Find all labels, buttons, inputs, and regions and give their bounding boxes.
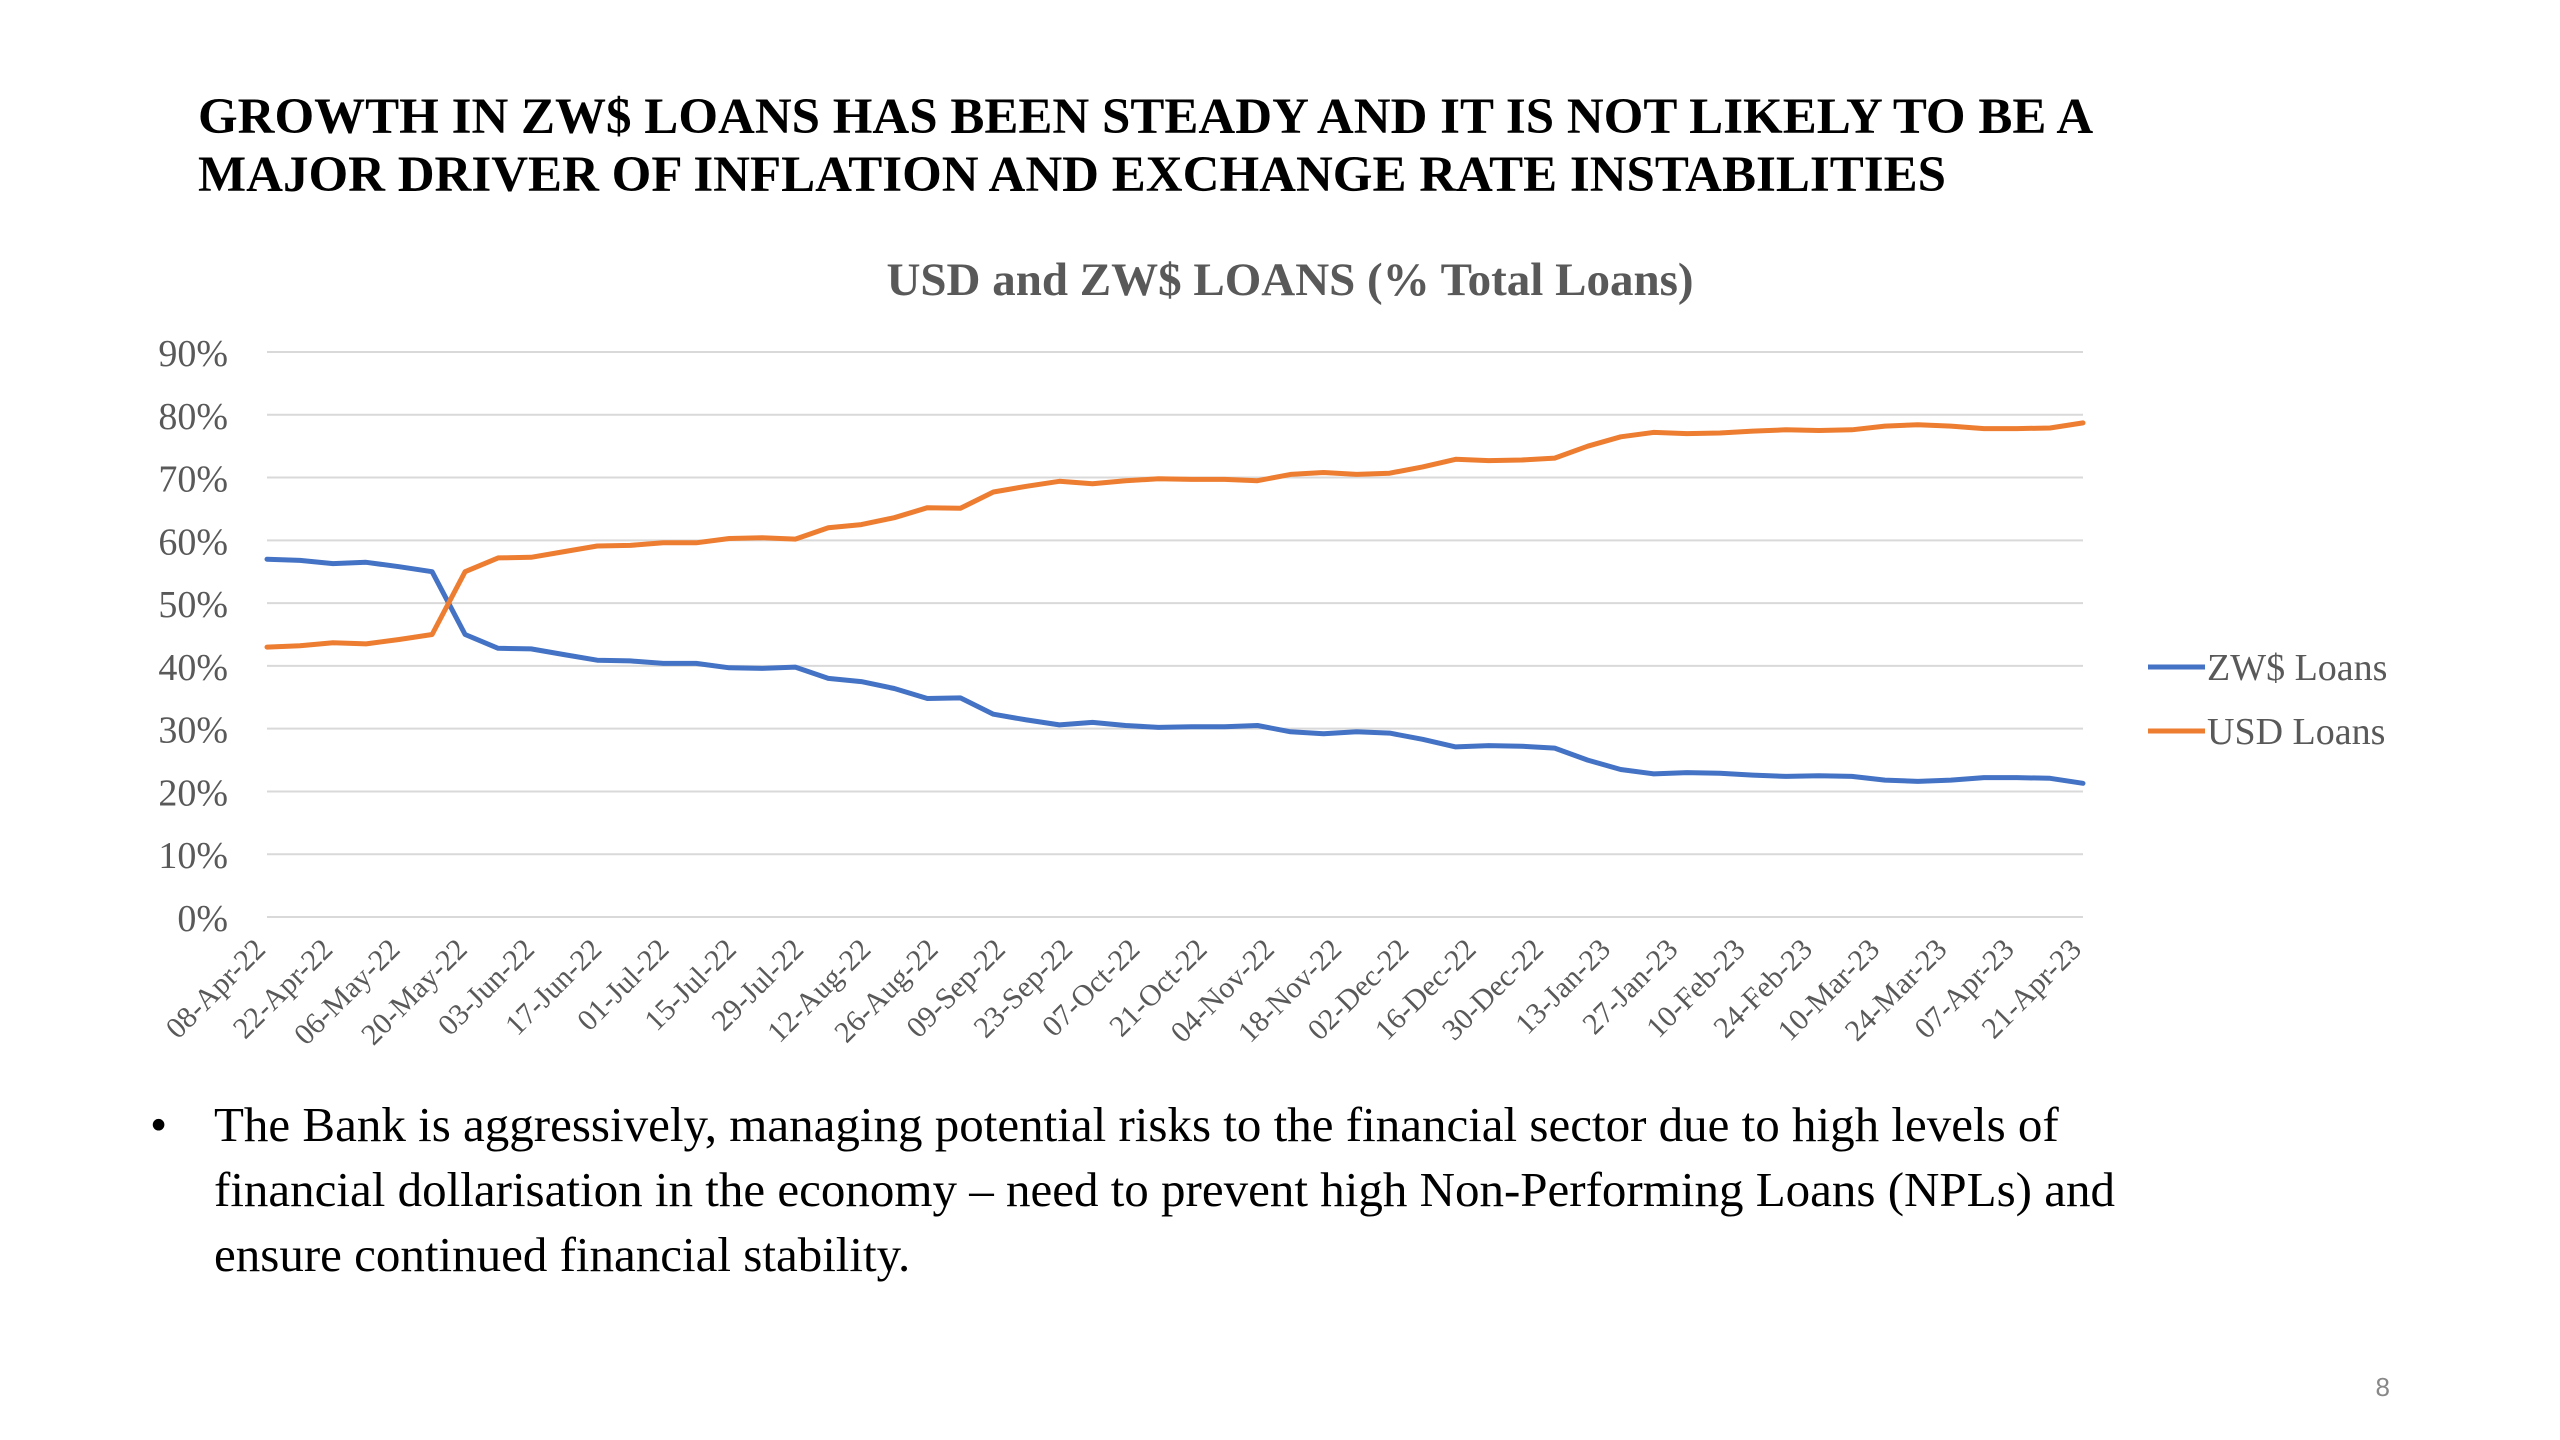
y-tick-label: 80% <box>158 396 228 438</box>
y-tick-label: 60% <box>158 521 228 563</box>
y-tick-label: 20% <box>158 772 228 814</box>
series-lines <box>264 420 2086 786</box>
y-tick-label: 30% <box>158 710 228 752</box>
bullet-point: • The Bank is aggressively, managing pot… <box>150 1092 2430 1287</box>
bullet-marker: • <box>150 1097 168 1152</box>
y-tick-label: 40% <box>158 647 228 689</box>
legend-label: USD Loans <box>2207 711 2385 753</box>
y-tick-label: 90% <box>158 333 228 375</box>
x-axis-tick-labels: 08-Apr-2222-Apr-2206-May-2220-May-2203-J… <box>159 933 2087 1052</box>
series-line-usd-loans <box>264 420 2086 650</box>
y-tick-label: 0% <box>177 898 228 940</box>
series-line-zw-loans <box>264 556 2086 786</box>
chart-legend: ZW$ Loans USD Loans <box>2148 647 2387 753</box>
bullet-line-2: financial dollarisation in the economy –… <box>214 1162 2115 1217</box>
line-chart: USD and ZW$ LOANS (% Total Loans) 0% 10% 2… <box>158 254 2387 1052</box>
legend-label: ZW$ Loans <box>2207 647 2387 689</box>
page-number: 8 <box>2375 1372 2390 1402</box>
bullet-line-3: ensure continued financial stability. <box>214 1227 911 1282</box>
bullet-line-1: The Bank is aggressively, managing poten… <box>214 1097 2059 1152</box>
y-axis-tick-labels: 0% 10% 20% 30% 40% 50% 60% 70% 80% 90% <box>158 333 228 940</box>
y-tick-label: 10% <box>158 835 228 877</box>
chart-title: USD and ZW$ LOANS (% Total Loans) <box>886 254 1693 306</box>
gridlines <box>267 351 2083 918</box>
slide-title-line-2: MAJOR DRIVER OF INFLATION AND EXCHANGE R… <box>198 147 1946 203</box>
slide-title: GROWTH IN ZW$ LOANS HAS BEEN STEADY AND … <box>198 88 2418 204</box>
slide-title-line-1: GROWTH IN ZW$ LOANS HAS BEEN STEADY AND … <box>198 89 2094 145</box>
y-tick-label: 50% <box>158 584 228 626</box>
bullet-text: The Bank is aggressively, managing poten… <box>214 1092 2430 1287</box>
y-tick-label: 70% <box>158 459 228 501</box>
